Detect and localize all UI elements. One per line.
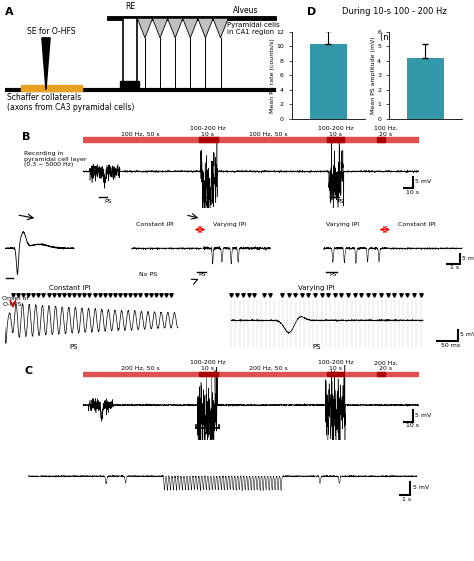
Bar bbox=[199, 137, 218, 142]
Text: 10 s: 10 s bbox=[406, 423, 419, 428]
Text: PS: PS bbox=[329, 272, 337, 277]
Bar bbox=[377, 137, 385, 142]
Text: 200 Hz, 50 s: 200 Hz, 50 s bbox=[249, 366, 287, 371]
Bar bbox=[310, 44, 346, 119]
Text: Schaffer collaterals: Schaffer collaterals bbox=[8, 93, 82, 102]
Polygon shape bbox=[167, 19, 183, 38]
Text: Varying IPI: Varying IPI bbox=[213, 222, 246, 227]
Text: SE for O-HFS: SE for O-HFS bbox=[27, 27, 75, 36]
Text: RE: RE bbox=[125, 2, 135, 11]
Text: A: A bbox=[5, 7, 13, 17]
Text: Recording in
pyramidal cell layer
(0.3 ~ 5000 Hz): Recording in pyramidal cell layer (0.3 ~… bbox=[24, 151, 87, 167]
Text: PS: PS bbox=[70, 344, 78, 350]
Text: Varying IPI: Varying IPI bbox=[326, 222, 359, 227]
Text: C: C bbox=[24, 366, 32, 376]
Text: 100-200 Hz
10 s: 100-200 Hz 10 s bbox=[190, 126, 225, 137]
Text: 5 mV: 5 mV bbox=[415, 413, 432, 417]
Bar bbox=[123, 18, 137, 89]
Text: Varying IPI: Varying IPI bbox=[298, 285, 335, 291]
Text: Onset of
O-HFS: Onset of O-HFS bbox=[2, 296, 29, 307]
Text: Pyramidal cells
in CA1 region: Pyramidal cells in CA1 region bbox=[228, 21, 280, 35]
Polygon shape bbox=[182, 19, 198, 38]
Text: PS: PS bbox=[105, 200, 112, 204]
Text: (axons from CA3 pyramidal cells): (axons from CA3 pyramidal cells) bbox=[8, 103, 135, 112]
Bar bbox=[21, 85, 82, 91]
Text: 1 s: 1 s bbox=[449, 265, 459, 270]
Text: 5 mV: 5 mV bbox=[460, 332, 474, 337]
Text: PS: PS bbox=[312, 344, 321, 350]
Bar bbox=[327, 137, 344, 142]
Text: 100 Hz, 50 s: 100 Hz, 50 s bbox=[249, 132, 287, 137]
Y-axis label: Mean PS amplitude (mV): Mean PS amplitude (mV) bbox=[371, 36, 376, 114]
Text: Constant IPI: Constant IPI bbox=[398, 222, 435, 227]
Text: PS: PS bbox=[337, 200, 344, 204]
Text: 5 mV: 5 mV bbox=[413, 485, 429, 490]
Text: 100-200 Hz
10 s: 100-200 Hz 10 s bbox=[318, 360, 353, 371]
Text: PS: PS bbox=[199, 272, 206, 277]
Polygon shape bbox=[137, 19, 153, 38]
Polygon shape bbox=[198, 19, 213, 38]
Text: (n = 8): (n = 8) bbox=[380, 33, 409, 42]
Text: 100-200 Hz
10 s: 100-200 Hz 10 s bbox=[190, 360, 225, 371]
Text: 200 Hz,
20 s: 200 Hz, 20 s bbox=[374, 360, 398, 371]
Bar bbox=[377, 372, 385, 376]
Text: 1 s: 1 s bbox=[401, 498, 410, 502]
Bar bbox=[407, 58, 444, 119]
Bar bbox=[199, 372, 218, 376]
Bar bbox=[83, 137, 419, 142]
Text: Constant IPI: Constant IPI bbox=[48, 285, 91, 291]
Bar bbox=[83, 372, 419, 376]
Bar bbox=[327, 372, 344, 376]
Text: D: D bbox=[307, 7, 317, 17]
Text: Constant IPI: Constant IPI bbox=[137, 222, 174, 227]
Text: 100 Hz, 50 s: 100 Hz, 50 s bbox=[121, 132, 159, 137]
Text: No PS: No PS bbox=[139, 272, 157, 277]
Text: B: B bbox=[22, 132, 31, 142]
Bar bbox=[120, 81, 139, 89]
Text: 5 mV: 5 mV bbox=[415, 180, 432, 184]
Polygon shape bbox=[152, 19, 168, 38]
Text: 10 s: 10 s bbox=[406, 190, 419, 195]
Text: 100 Hz,
20 s: 100 Hz, 20 s bbox=[374, 126, 398, 137]
Polygon shape bbox=[42, 38, 50, 90]
Text: 100-200 Hz
10 s: 100-200 Hz 10 s bbox=[318, 126, 353, 137]
Text: 200 Hz, 50 s: 200 Hz, 50 s bbox=[121, 366, 160, 371]
Text: 50 ms: 50 ms bbox=[441, 343, 461, 348]
Text: Alveus: Alveus bbox=[233, 6, 258, 16]
Text: During 10-s 100 - 200 Hz: During 10-s 100 - 200 Hz bbox=[342, 7, 447, 16]
Polygon shape bbox=[213, 19, 228, 38]
Y-axis label: Mean PS rate (counts/s): Mean PS rate (counts/s) bbox=[270, 38, 274, 113]
Text: 5 mV: 5 mV bbox=[462, 256, 474, 261]
Text: PS: PS bbox=[208, 200, 215, 204]
